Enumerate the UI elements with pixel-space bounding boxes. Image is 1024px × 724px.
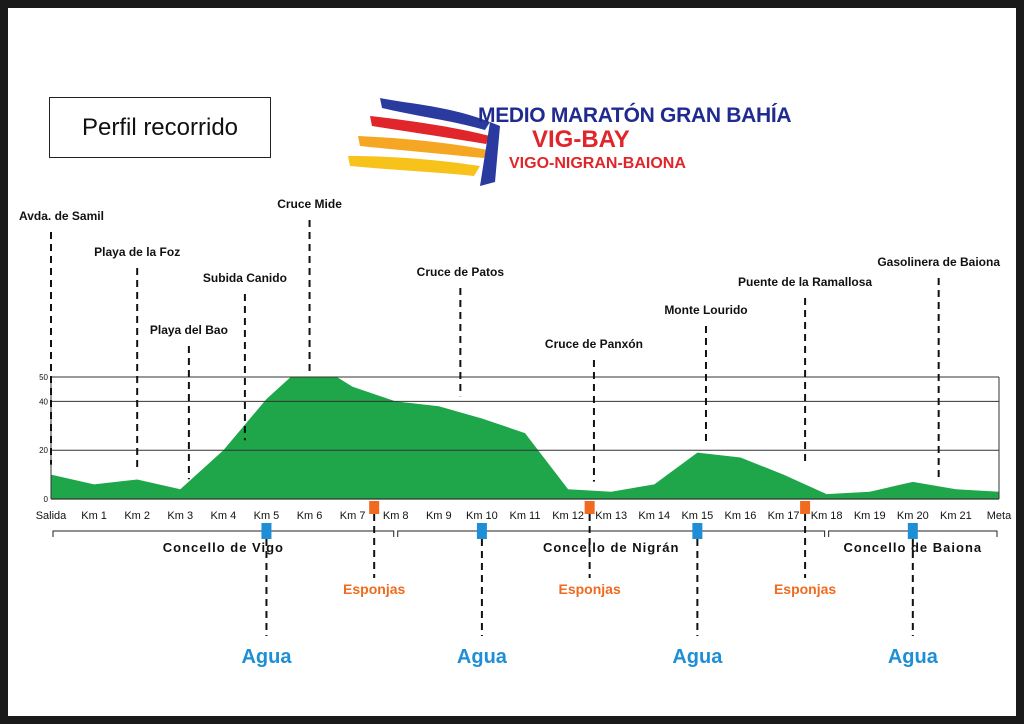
landmark-label: Monte Lourido	[664, 303, 747, 317]
agua-marker	[907, 523, 918, 539]
landmark-label: Cruce de Patos	[417, 265, 505, 279]
council-label: Concello de Vigo	[163, 540, 284, 555]
y-tick-label: 0	[44, 495, 49, 504]
landmark-label: Puente de la Ramallosa	[738, 275, 872, 289]
agua-marker	[692, 523, 703, 539]
landmark-label: Subida Canido	[203, 271, 287, 285]
landmark-label: Avda. de Samil	[19, 209, 104, 223]
agua-label: Agua	[241, 646, 292, 668]
landmark-label: Cruce Mide	[277, 197, 342, 211]
logo-line-1: MEDIO MARATÓN GRAN BAHÍA	[478, 104, 792, 127]
x-tick-label: Km 15	[681, 510, 713, 522]
logo-line-3: VIGO-NIGRAN-BAIONA	[509, 155, 686, 172]
agua-label: Agua	[672, 646, 723, 668]
x-tick-label: Km 12	[552, 510, 584, 522]
landmark-label: Playa de la Foz	[94, 245, 180, 259]
council-label: Concello de Nigrán	[543, 540, 679, 555]
agua-marker	[261, 523, 272, 539]
y-tick-label: 20	[39, 446, 48, 455]
landmark-label: Gasolinera de Baiona	[877, 255, 1000, 269]
esponjas-label: Esponjas	[559, 581, 621, 597]
x-tick-label: Km 11	[510, 510, 541, 522]
x-tick-label: Km 16	[725, 510, 757, 522]
esponjas-marker	[584, 501, 595, 514]
page-title: Perfil recorrido	[49, 97, 271, 158]
esponjas-label: Esponjas	[343, 581, 405, 597]
x-tick-label: Km 20	[897, 510, 929, 522]
x-tick-label: Km 7	[340, 510, 366, 522]
x-tick-label: Km 18	[811, 510, 843, 522]
x-tick-label: Km 3	[167, 510, 193, 522]
y-tick-label: 50	[39, 373, 48, 382]
x-tick-label: Km 13	[595, 510, 627, 522]
esponjas-marker	[800, 501, 811, 514]
course-profile-sheet: Perfil recorrido MEDIO MARATÓN GRAN BAHÍ…	[8, 8, 1016, 716]
esponjas-label: Esponjas	[774, 581, 836, 597]
landmark-label: Cruce de Panxón	[545, 337, 643, 351]
agua-label: Agua	[457, 646, 508, 668]
x-tick-label: Km 2	[124, 510, 150, 522]
esponjas-marker	[369, 501, 380, 514]
x-tick-label: Km 4	[211, 510, 237, 522]
x-tick-label: Km 17	[768, 510, 800, 522]
agua-label: Agua	[888, 646, 939, 668]
elevation-area	[51, 377, 999, 499]
x-tick-label: Km 6	[297, 510, 323, 522]
council-bracket	[397, 530, 826, 537]
x-tick-label: Km 8	[383, 510, 409, 522]
x-tick-label: Salida	[36, 510, 67, 522]
race-logo: MEDIO MARATÓN GRAN BAHÍA VIG-BAY VIGO-NI…	[340, 86, 792, 196]
council-bracket	[52, 530, 395, 537]
elevation-chart: 0 20 40 50 Salida Km 1 Km 2 Km 3 Km 4 Km 5 Km 6 Km …	[19, 197, 1012, 668]
x-tick-label: Km 21	[940, 510, 972, 522]
wings-icon	[348, 98, 500, 186]
landmark-label: Playa del Bao	[150, 323, 228, 337]
x-tick-label: Km 10	[466, 510, 498, 522]
x-tick-label: Km 19	[854, 510, 886, 522]
x-tick-label: Km 5	[254, 510, 280, 522]
council-label: Concello de Baiona	[843, 540, 982, 555]
y-tick-label: 40	[39, 397, 48, 406]
agua-marker	[476, 523, 487, 539]
x-tick-label: Meta	[987, 510, 1012, 522]
x-tick-label: Km 14	[638, 510, 670, 522]
x-tick-label: Km 1	[81, 510, 107, 522]
x-tick-label: Km 9	[426, 510, 452, 522]
logo-line-2: VIG-BAY	[532, 126, 630, 153]
